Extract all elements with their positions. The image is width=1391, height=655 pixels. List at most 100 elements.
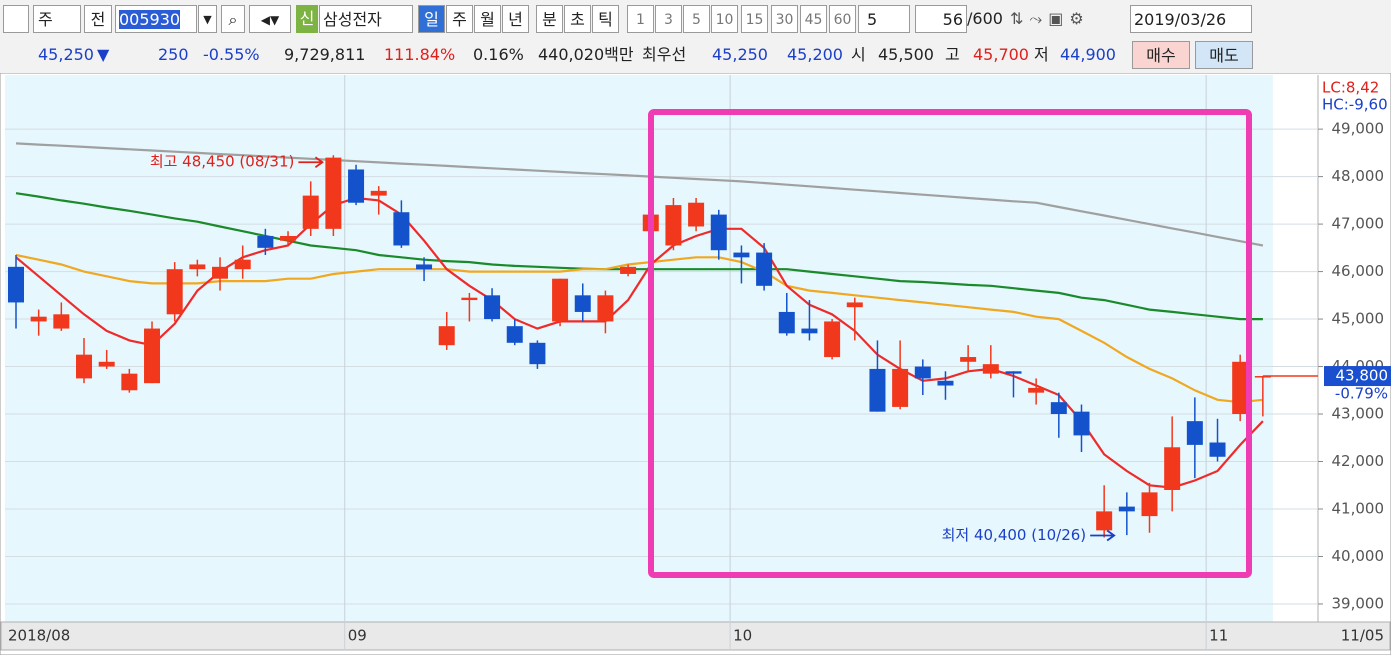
change-rate: -0.55% [203,45,260,64]
change: 250 [158,45,189,64]
open-label: 시 [851,45,866,64]
candle-body [257,235,274,248]
search-icon[interactable]: ⌕ [221,5,245,33]
candle-body [302,195,319,229]
candle-body [121,373,138,391]
candle-body [574,295,591,312]
plot-background [5,75,1273,622]
volume: 9,729,811 [284,45,366,64]
highlight-box [648,109,1252,578]
y-tick-label: 43,000 [1332,405,1385,423]
interval-button[interactable]: 10 [711,5,738,33]
period-button[interactable]: 월 [474,5,501,33]
candle-body [529,342,546,365]
high-note: 최고 48,450 (08/31) [150,153,295,171]
open: 45,500 [878,45,934,64]
y-tick-label: 39,000 [1332,594,1385,612]
interval-button[interactable]: 45 [800,5,827,33]
volume-ratio: 111.84% [384,45,456,64]
y-tick-label: 41,000 [1332,499,1385,517]
code-input[interactable]: 005930 [115,5,197,33]
x-tick-label: 10 [733,627,752,645]
limit-label: LC:8,42 [1322,79,1379,97]
period-button[interactable]: 초 [564,5,591,33]
interval-button[interactable]: 5 [683,5,710,33]
candle-body [620,266,637,274]
market-select[interactable]: 주 [33,5,81,33]
candle-body [416,264,433,270]
low-arrow [1090,529,1116,542]
candle-body [869,368,886,412]
candle-body [506,326,523,343]
candle-body [960,357,977,362]
y-tick-label: 46,000 [1332,262,1385,280]
price-change: -0.79% [1335,385,1388,403]
interval-button[interactable]: 3 [655,5,682,33]
moving-average [15,142,1264,247]
date-input[interactable]: 2019/03/26 [1130,5,1252,33]
period-button[interactable]: 틱 [592,5,619,33]
candle-body [370,190,387,196]
interval-button[interactable]: 30 [771,5,798,33]
count-input[interactable]: 56 [915,5,967,33]
period-button[interactable]: 년 [502,5,529,33]
moving-average [15,192,1263,321]
best-bid: 45,200 [787,45,843,64]
candle-body [280,235,297,241]
x-tick-label: 09 [348,627,367,645]
candle-body [166,269,183,315]
candle-body [348,169,365,203]
period-button[interactable]: 주 [446,5,473,33]
high-arrow [298,156,324,168]
high: 45,700 [973,45,1029,64]
best-ask: 45,250 [712,45,768,64]
candle-body [1050,402,1067,415]
sell-button[interactable]: 매도 [1195,41,1253,69]
x-tick-label: 2018/08 [8,627,70,645]
y-tick-label: 48,000 [1332,167,1385,185]
y-tick-label: 47,000 [1332,215,1385,233]
x-axis-strip [0,621,1391,651]
interval-button[interactable]: 15 [741,5,768,33]
low: 44,900 [1060,45,1116,64]
candle-body [914,366,931,379]
candle-body [98,361,115,367]
period-button[interactable]: 분 [536,5,563,33]
candle-body [212,266,229,279]
code-dropdown[interactable]: ▼ [198,5,217,33]
candle-body [756,252,773,286]
scope-button[interactable]: 전 [84,5,112,33]
candle-body [53,314,70,329]
interval-select[interactable]: 5 [858,5,910,33]
candle-body [461,297,478,301]
y-tick-label: 49,000 [1332,120,1385,138]
candle-body [1005,371,1022,374]
candle-body [1186,421,1203,445]
direction: ▼ [97,45,110,64]
candle-body [710,214,727,251]
candle-body [30,316,47,322]
candle-body [824,321,841,358]
chart: 39,00040,00041,00042,00043,00044,00045,0… [0,73,1391,655]
interval-button[interactable]: 1 [627,5,654,33]
period-button[interactable]: 일 [418,5,445,33]
candle-body [1118,506,1135,512]
best-label: 최우선 [642,45,687,64]
candle-body [665,205,682,246]
candle-body [484,295,501,320]
candle-body [144,328,161,384]
candle-body [325,157,342,229]
stock-name[interactable]: 삼성전자 [319,5,413,33]
moving-average [15,253,1264,404]
x-end-label: 11/05 [1341,627,1384,645]
buy-button[interactable]: 매수 [1132,41,1190,69]
layout-icon[interactable] [3,5,29,33]
sound-icon[interactable]: ◀▼ [249,5,291,33]
price-tag-box [1324,366,1391,387]
tool-icons[interactable]: ⇅⤳▣⚙ [1010,9,1090,28]
price: 45,250 [38,45,94,64]
interval-button[interactable]: 60 [829,5,856,33]
low-note: 최저 40,400 (10/26) [942,526,1087,544]
candle-body [846,302,863,308]
